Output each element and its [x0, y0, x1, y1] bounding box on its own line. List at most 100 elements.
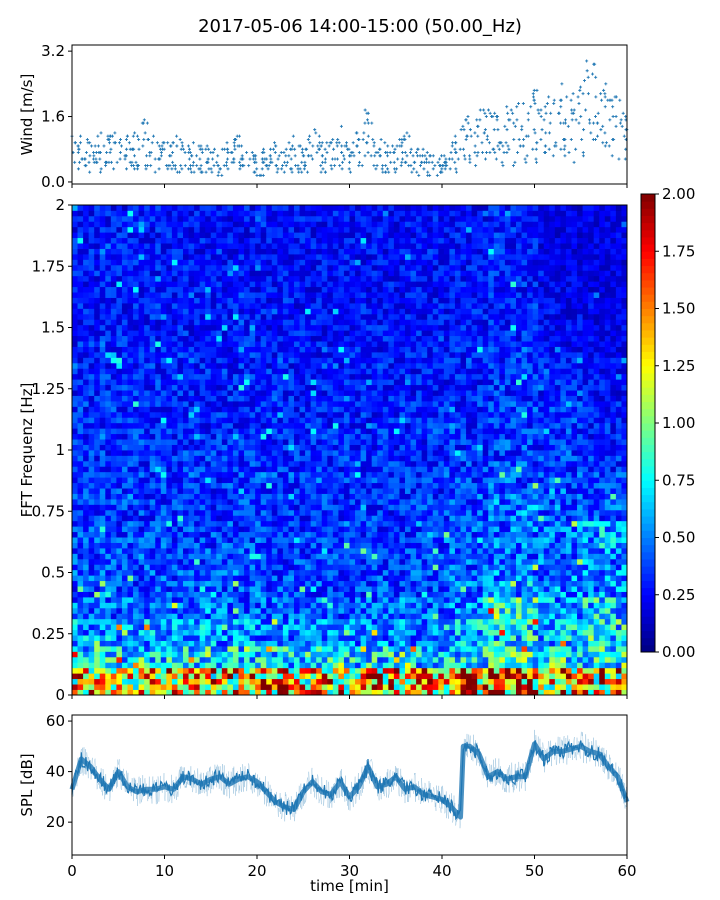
spectrogram-cell: [305, 597, 312, 603]
spectrogram-cell: [299, 575, 306, 582]
spectrogram-cell: [177, 335, 184, 342]
spectrogram-cell: [282, 553, 289, 560]
spectrogram-cell: [110, 422, 117, 429]
spectrogram-cell: [316, 341, 323, 347]
wind-point: [325, 141, 329, 145]
spectrogram-cell: [321, 243, 328, 249]
spectrogram-cell: [77, 319, 84, 326]
spectrogram-cell: [210, 248, 217, 255]
spectrogram-cell: [188, 482, 195, 489]
spectrogram-cell: [77, 646, 84, 652]
spectrogram-cell: [138, 450, 145, 456]
spectrogram-cell: [210, 330, 217, 337]
spectrogram-cell: [183, 542, 189, 549]
spectrogram-cell: [127, 248, 134, 255]
spectrogram-cell: [210, 379, 217, 386]
wind-point: [411, 154, 415, 158]
spectrogram-cell: [299, 455, 306, 462]
spectrogram-cell: [177, 678, 184, 685]
spectrogram-cell: [232, 488, 239, 494]
spectrogram-cell: [232, 221, 239, 228]
spectrogram-cell: [221, 259, 228, 266]
spectrogram-cell: [94, 210, 101, 217]
spectrogram-cell: [205, 488, 212, 494]
spectrogram-cell: [144, 362, 151, 369]
spectrogram-cell: [227, 237, 234, 244]
wind-point: [453, 141, 457, 145]
spectrogram-cell: [255, 526, 262, 533]
spectrogram-cell: [116, 509, 123, 516]
wind-point: [414, 151, 418, 155]
spectrogram-cell: [177, 515, 184, 522]
wind-point: [240, 154, 244, 158]
spectrogram-cell: [155, 460, 162, 467]
spectrogram-cell: [238, 395, 245, 402]
spectrogram-cell: [199, 411, 206, 418]
spectrogram-cell: [271, 520, 278, 527]
spectrogram-cell: [183, 580, 189, 587]
spectrogram-cell: [183, 384, 189, 391]
spectrogram-cell: [121, 520, 128, 527]
spectrogram-cell: [232, 433, 239, 440]
spectrogram-cell: [316, 292, 323, 298]
spectrogram-cell: [294, 640, 300, 647]
spectrogram-cell: [249, 477, 256, 484]
spectrogram-cell: [194, 607, 201, 614]
spectrogram-cell: [238, 444, 245, 451]
spectrogram-cell: [321, 646, 328, 652]
spectrogram-cell: [105, 488, 112, 494]
spectrogram-cell: [110, 384, 117, 391]
spectrogram-cell: [171, 689, 178, 696]
spectrogram-cell: [183, 335, 189, 342]
spectrogram-cell: [155, 613, 162, 620]
wind-point: [265, 164, 269, 168]
wind-point: [361, 137, 365, 141]
spectrogram-cell: [194, 297, 201, 304]
spectrogram-cell: [249, 373, 256, 380]
spectrogram-cell: [94, 493, 101, 500]
spectrogram-cell: [244, 515, 250, 522]
spectrogram-cell: [83, 450, 90, 456]
wind-point: [512, 137, 516, 141]
spectrogram-cell: [238, 597, 245, 603]
spectrogram-cell: [216, 455, 223, 462]
spectrogram-cell: [77, 373, 84, 380]
spectrogram-cell: [321, 564, 328, 571]
spectrogram-cell: [294, 395, 300, 402]
spectrogram-cell: [155, 401, 162, 407]
spectrogram-cell: [227, 580, 234, 587]
spectrogram-cell: [294, 401, 300, 407]
spectrogram-cell: [210, 384, 217, 391]
spectrogram-cell: [244, 433, 250, 440]
spectrogram-cell: [288, 466, 295, 473]
spectrogram-cell: [88, 656, 95, 663]
spectrogram-cell: [271, 656, 278, 663]
spectrogram-cell: [210, 226, 217, 233]
spectrogram-cell: [266, 362, 273, 369]
spectrogram-cell: [110, 586, 117, 592]
spectrogram-cell: [260, 646, 267, 652]
spectrogram-cell: [305, 646, 312, 652]
spectrogram-cell: [232, 232, 239, 239]
spectrogram-cell: [166, 205, 173, 211]
spectrogram-cell: [199, 602, 206, 609]
spectrogram-cell: [305, 433, 312, 440]
spectrogram-cell: [316, 308, 323, 315]
spectrogram-cell: [288, 569, 295, 576]
wind-point: [79, 141, 83, 145]
spectrogram-cell: [305, 215, 312, 222]
spectrogram-cell: [249, 504, 256, 511]
spectrogram-cell: [83, 444, 90, 451]
spectrogram-cell: [183, 569, 189, 576]
wind-point: [478, 118, 482, 122]
spectrogram-cell: [127, 678, 134, 685]
spectrogram-cell: [244, 575, 250, 582]
spectrogram-cell: [232, 504, 239, 511]
spectrogram-cell: [305, 460, 312, 467]
spectrogram-cell: [282, 335, 289, 342]
spectrogram-cell: [288, 275, 295, 282]
spectrogram-cell: [177, 373, 184, 380]
spectrogram-cell: [166, 460, 173, 467]
wind-point: [360, 164, 364, 168]
spectrogram-cell: [305, 368, 312, 375]
